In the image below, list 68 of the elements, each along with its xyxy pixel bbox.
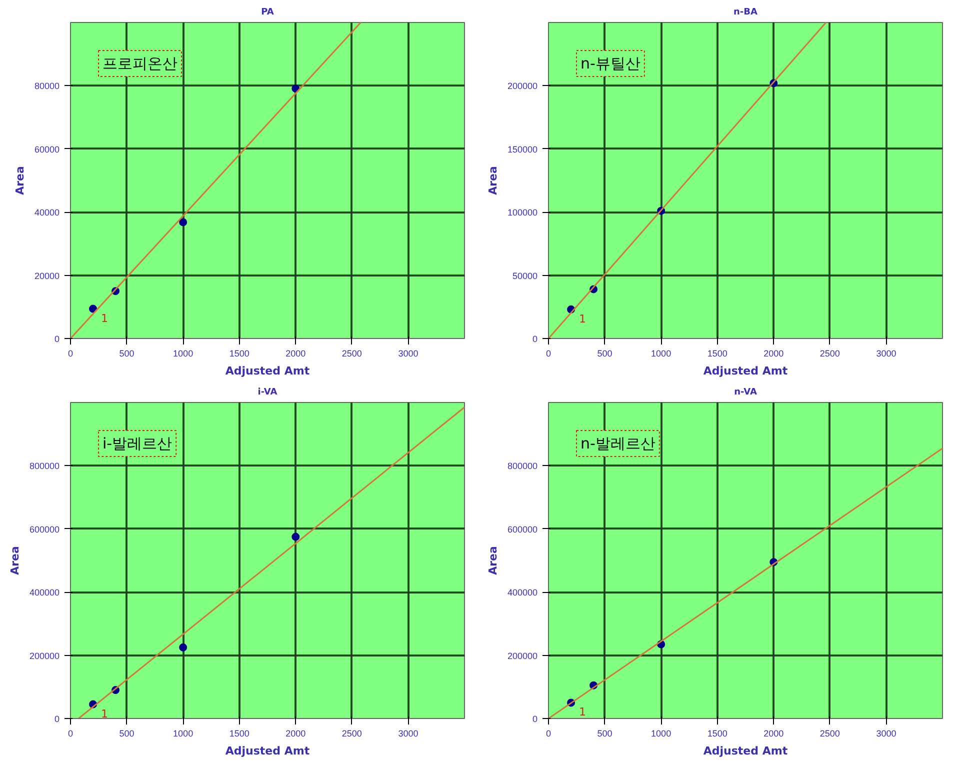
- y-tick-label: 800000: [29, 461, 60, 472]
- y-tick-label: 600000: [29, 524, 60, 534]
- x-tick-label: 3000: [398, 728, 418, 738]
- y-tick-label: 20000: [34, 270, 60, 281]
- x-tick-label: 3000: [876, 728, 896, 738]
- y-tick-label: 0: [54, 714, 60, 724]
- x-axis-title: Adjusted Amt: [225, 364, 310, 378]
- x-axis-title: Adjusted Amt: [225, 744, 310, 758]
- y-axis-title: Area: [13, 166, 26, 195]
- annotation: 1: [579, 706, 586, 719]
- x-tick-label: 2000: [764, 728, 784, 738]
- y-tick-label: 100000: [507, 208, 538, 218]
- x-tick-label: 500: [597, 728, 612, 738]
- x-tick-label: 1000: [173, 728, 194, 738]
- x-tick-label: 1500: [707, 728, 728, 738]
- x-tick-label: 500: [597, 348, 612, 358]
- y-tick-label: 200000: [29, 650, 60, 661]
- x-tick-label: 2000: [286, 348, 306, 358]
- x-tick-label: 3000: [398, 348, 418, 358]
- chart-title: i-VA: [258, 388, 278, 398]
- x-tick-label: 500: [119, 728, 134, 738]
- y-tick-label: 40000: [34, 208, 60, 218]
- annotation: 1: [101, 707, 108, 720]
- y-tick-label: 80000: [34, 81, 60, 92]
- x-tick-label: 1500: [707, 348, 728, 358]
- x-tick-label: 2000: [286, 728, 306, 738]
- y-tick-label: 150000: [507, 144, 538, 154]
- annotation: n-뷰틸산: [580, 54, 640, 72]
- annotation: i-발레르산: [102, 434, 172, 452]
- chart-title: n-BA: [734, 8, 758, 18]
- y-tick-label: 200000: [507, 650, 538, 661]
- y-tick-label: 800000: [507, 461, 538, 472]
- x-tick-label: 0: [546, 728, 552, 738]
- annotation: 프로피온산: [102, 54, 178, 72]
- x-tick-label: 0: [546, 348, 552, 358]
- y-tick-label: 0: [54, 334, 60, 344]
- x-tick-label: 0: [68, 728, 74, 738]
- x-axis-title: Adjusted Amt: [703, 744, 788, 758]
- y-axis-title: Area: [8, 546, 22, 575]
- annotation: 1: [579, 312, 586, 326]
- annotation: 1: [101, 312, 108, 325]
- x-tick-label: 2500: [820, 348, 840, 358]
- x-tick-label: 1000: [173, 348, 194, 358]
- x-tick-label: 1500: [229, 348, 250, 358]
- x-tick-label: 1000: [651, 728, 672, 738]
- chart-title: n-VA: [734, 388, 757, 398]
- x-tick-label: 500: [119, 348, 134, 358]
- x-tick-label: 2500: [820, 728, 840, 738]
- y-axis-title: Area: [486, 166, 500, 195]
- y-axis-title: Area: [486, 546, 500, 575]
- y-tick-label: 60000: [34, 144, 60, 154]
- x-tick-label: 0: [68, 348, 74, 358]
- x-axis-title: Adjusted Amt: [703, 364, 788, 378]
- x-tick-label: 2500: [342, 348, 362, 358]
- x-tick-label: 3000: [876, 348, 896, 358]
- chart-title: PA: [261, 8, 274, 18]
- annotation: n-발레르산: [580, 434, 656, 452]
- y-tick-label: 400000: [29, 588, 60, 598]
- y-tick-label: 200000: [507, 81, 538, 92]
- y-tick-label: 50000: [512, 270, 538, 281]
- x-tick-label: 1500: [229, 728, 250, 738]
- y-tick-label: 0: [532, 714, 538, 724]
- y-tick-label: 600000: [507, 524, 538, 534]
- x-tick-label: 2000: [764, 348, 784, 358]
- y-tick-label: 400000: [507, 588, 538, 598]
- y-tick-label: 0: [532, 334, 538, 344]
- x-tick-label: 1000: [651, 348, 672, 358]
- x-tick-label: 2500: [342, 728, 362, 738]
